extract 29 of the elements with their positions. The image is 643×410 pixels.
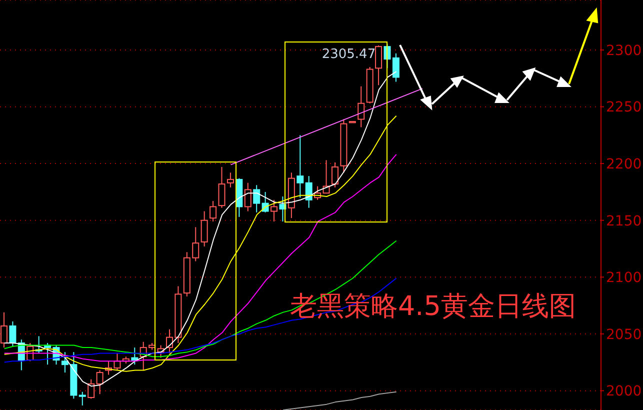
y-tick-label: 2200 <box>606 156 642 173</box>
candlestick <box>218 166 226 208</box>
candlestick <box>61 352 68 374</box>
candlestick <box>210 200 217 222</box>
candlestick <box>392 52 400 82</box>
y-tick-label: 2000 <box>606 384 642 400</box>
candlestick <box>9 320 16 347</box>
y-tick-label: 2300 <box>606 42 642 59</box>
candlestick <box>358 86 365 128</box>
candlestick <box>296 134 304 198</box>
candlestick <box>78 391 86 406</box>
candlestick <box>270 199 278 222</box>
line-series <box>4 115 397 372</box>
candlestick <box>375 44 382 86</box>
line-series <box>282 391 397 410</box>
candlestick <box>244 182 252 212</box>
line-series <box>4 278 397 363</box>
y-tick-label: 2050 <box>606 326 642 343</box>
candlestick <box>226 172 234 188</box>
candlestick <box>88 378 95 400</box>
y-tick-label: 2150 <box>606 213 642 230</box>
candlestick <box>200 210 208 247</box>
y-tick-label: 2250 <box>606 100 642 116</box>
y-tick-label: 2100 <box>606 270 642 286</box>
candlestick <box>305 176 312 208</box>
annotation: 2305.47 <box>322 46 376 62</box>
candlestick <box>331 162 338 188</box>
candlestick <box>253 184 260 213</box>
candlestick <box>96 370 104 395</box>
